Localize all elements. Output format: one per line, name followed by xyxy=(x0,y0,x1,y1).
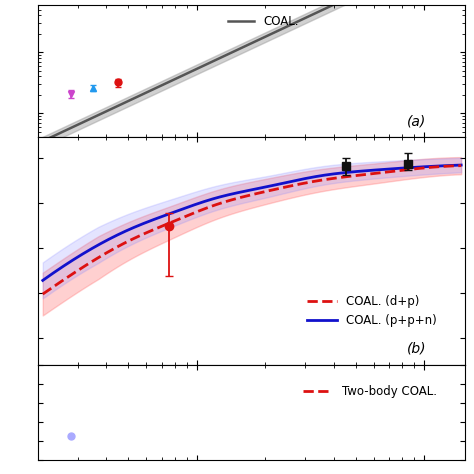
COAL. (p+p+n) xyxy=(342,170,347,175)
Legend: COAL.: COAL. xyxy=(223,10,303,33)
COAL. (p+p+n) xyxy=(90,245,96,251)
Text: (a): (a) xyxy=(407,114,426,128)
COAL. (p+p+n) xyxy=(40,278,46,283)
COAL. (d+p) xyxy=(303,180,309,186)
COAL. (d+p) xyxy=(458,163,464,169)
Legend: COAL. (d+p), COAL. (p+p+n): COAL. (d+p), COAL. (p+p+n) xyxy=(302,291,442,332)
Line: COAL. (p+p+n): COAL. (p+p+n) xyxy=(43,165,461,281)
Legend: Two-body COAL.: Two-body COAL. xyxy=(298,380,442,403)
COAL. (d+p) xyxy=(342,174,347,180)
COAL. (p+p+n) xyxy=(303,175,309,181)
COAL. (p+p+n) xyxy=(458,162,464,168)
COAL. (d+p) xyxy=(206,204,211,210)
COAL. (p+p+n) xyxy=(206,197,211,203)
COAL. (d+p) xyxy=(40,291,46,297)
COAL. (d+p) xyxy=(176,216,182,222)
COAL. (d+p) xyxy=(90,258,96,264)
COAL. (p+p+n) xyxy=(176,208,182,213)
COAL. (p+p+n) xyxy=(344,170,350,175)
Line: COAL. (d+p): COAL. (d+p) xyxy=(43,166,461,294)
COAL. (d+p) xyxy=(344,174,350,180)
Text: (b): (b) xyxy=(407,342,426,356)
